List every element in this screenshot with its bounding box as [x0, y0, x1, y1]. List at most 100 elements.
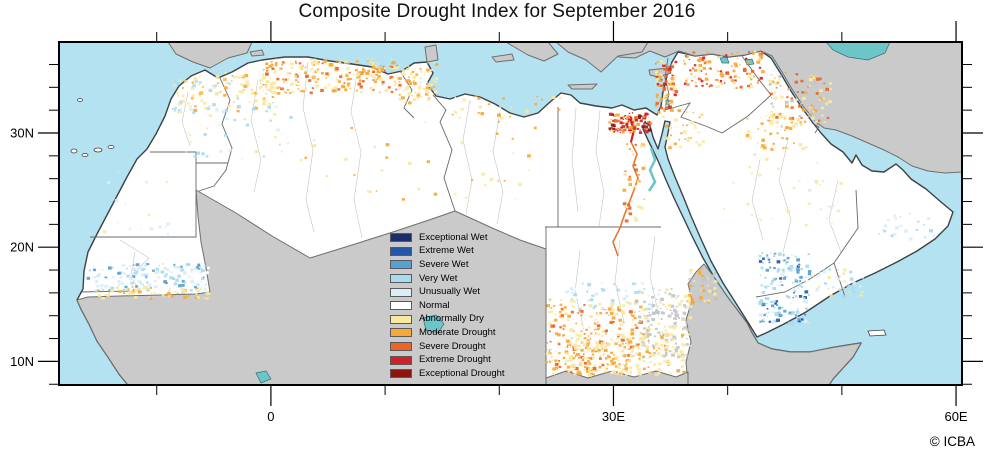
no-data-region [491, 53, 515, 63]
map-title: Composite Drought Index for September 20… [298, 1, 696, 22]
lon-tick-label: 60E [944, 409, 967, 424]
legend-swatch [390, 246, 412, 256]
legend-swatch [390, 233, 412, 243]
legend-swatch [390, 287, 412, 297]
admin-boundary [614, 239, 625, 323]
admin-boundary [350, 67, 363, 239]
no-data-region [567, 83, 598, 90]
lake-nasser [647, 147, 657, 192]
drought-speckle-region-sudan-south-dry [565, 332, 686, 377]
attribution-text: © ICBA [929, 434, 975, 449]
admin-boundary [302, 61, 315, 233]
drought-speckle-region-syria-north [683, 50, 765, 89]
admin-boundary [778, 139, 792, 253]
legend-item-exceptional_wet: Exceptional Wet [390, 231, 505, 245]
admin-boundary [181, 91, 191, 147]
legend-label: Normal [419, 299, 450, 311]
legend-label: Very Wet [419, 272, 458, 284]
map-layers [59, 42, 962, 385]
island [107, 145, 115, 149]
drought-speckle-region-west-africa-dry [97, 286, 211, 300]
admin-boundary [574, 249, 585, 331]
no-data-region [424, 44, 439, 63]
drought-speckle-region-nile-valley [622, 143, 646, 223]
drought-speckle-region-libya-coast [451, 95, 562, 120]
lake [825, 42, 891, 61]
lat-tick-label: 20N [10, 240, 34, 255]
drought-speckle-region-wsahara-scatter [102, 171, 170, 236]
drought-speckle-region-eritrea-dry [688, 268, 720, 305]
legend-swatch [390, 274, 412, 284]
legend-swatch [390, 369, 412, 379]
no-data-region [685, 263, 862, 385]
island [93, 147, 103, 153]
country-border [664, 102, 723, 134]
no-data-region [76, 189, 547, 385]
lon-tick-label: 30E [602, 409, 625, 424]
legend: Exceptional Wet Extreme Wet Severe Wet Very… [390, 231, 505, 381]
legend-label: Moderate Drought [419, 326, 496, 338]
lat-tick-label: 10N [10, 354, 34, 369]
legend-item-moderate_drought: Moderate Drought [390, 326, 505, 340]
no-data-region [545, 370, 689, 385]
legend-label: Severe Drought [419, 340, 486, 352]
map-frame [58, 41, 963, 386]
no-data-region [249, 49, 265, 57]
country-border [439, 121, 456, 212]
admin-boundary [462, 99, 473, 215]
country-border [721, 94, 772, 134]
country-border [755, 262, 835, 298]
drought-speckle-region-yemen-east [810, 268, 864, 299]
admin-boundary [751, 159, 764, 241]
no-data-region [167, 42, 253, 69]
admin-boundary [828, 179, 842, 253]
country-border [198, 77, 233, 192]
admin-boundary [595, 109, 605, 227]
legend-item-severe_wet: Severe Wet [390, 258, 505, 272]
legend-item-extreme_drought: Extreme Drought [390, 353, 505, 367]
drought-speckle-region-west-africa-wet [86, 263, 210, 294]
legend-label: Unusually Wet [419, 286, 481, 298]
admin-boundary [250, 79, 262, 193]
no-data-region [555, 42, 649, 73]
country-border [90, 163, 197, 238]
legend-label: Abnormally Dry [419, 313, 484, 325]
lake [422, 314, 445, 334]
drought-speckle-region-morocco-interior [177, 105, 293, 160]
island [77, 98, 83, 102]
legend-item-abnormally_dry: Abnormally Dry [390, 313, 505, 327]
country-border [833, 189, 859, 264]
drought-speckle-region-oman-scatter [878, 212, 936, 241]
legend-swatch [390, 301, 412, 311]
island-socotra [867, 329, 887, 337]
country-border [432, 94, 447, 123]
legend-item-severe_drought: Severe Drought [390, 340, 505, 354]
lake [719, 56, 730, 64]
country-border [79, 290, 131, 293]
drought-speckle-region-mesopotamia [745, 115, 808, 151]
legend-item-extreme_wet: Extreme Wet [390, 245, 505, 259]
drought-speckle-region-yemen-asir-wet [758, 252, 812, 326]
legend-label: Exceptional Drought [419, 367, 505, 379]
country-border [811, 122, 820, 134]
lon-tick-label: 0 [267, 409, 274, 424]
drought-speckle-region-nile-delta [608, 112, 653, 134]
lake [255, 370, 272, 384]
legend-label: Extreme Drought [419, 354, 491, 366]
legend-swatch [390, 260, 412, 270]
legend-item-normal: Normal [390, 299, 505, 313]
drought-speckle-region-iraq-northeast [768, 72, 833, 128]
legend-label: Severe Wet [419, 258, 469, 270]
drought-speckle-region-saudi-scatter [723, 153, 843, 227]
legend-label: Exceptional Wet [419, 231, 488, 243]
drought-speckle-region-jordan-scatter [662, 109, 705, 150]
lat-tick-label: 30N [10, 126, 34, 141]
island [81, 153, 89, 157]
legend-swatch [390, 314, 412, 324]
legend-item-exceptional_drought: Exceptional Drought [390, 367, 505, 381]
no-data-region [589, 42, 962, 174]
drought-speckle-region-algeria-coast [263, 58, 406, 95]
legend-item-unusually_wet: Unusually Wet [390, 285, 505, 299]
legend-item-very_wet: Very Wet [390, 272, 505, 286]
